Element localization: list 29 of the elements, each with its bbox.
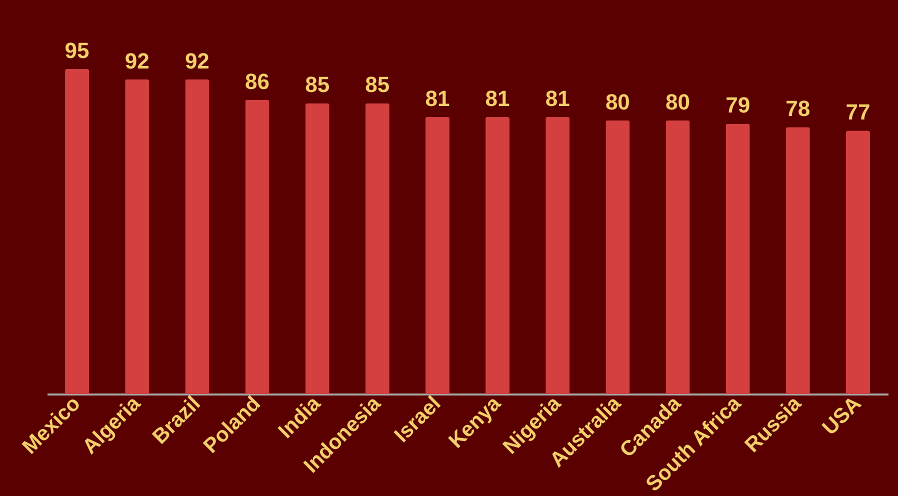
data-label: 78: [786, 96, 810, 122]
data-label: 77: [846, 100, 870, 125]
data-label: 86: [245, 68, 270, 94]
data-label: 81: [545, 86, 570, 111]
data-label: 81: [485, 86, 510, 111]
bar: [305, 103, 330, 394]
data-label: 79: [726, 92, 750, 118]
bar: [365, 103, 390, 394]
data-label: 85: [305, 72, 330, 98]
bar: [125, 79, 150, 394]
data-label: 81: [425, 86, 450, 111]
data-label: 95: [64, 38, 90, 63]
bar: [486, 116, 510, 394]
bar: [846, 130, 870, 394]
data-label: 92: [184, 48, 210, 74]
bar: [666, 120, 690, 394]
bar: [245, 100, 270, 394]
bar: [425, 116, 450, 394]
bar: [546, 116, 570, 394]
data-label: 92: [124, 48, 150, 74]
bar: [726, 124, 750, 394]
data-label: 85: [365, 72, 390, 98]
bar: [185, 79, 210, 394]
data-label: 80: [666, 89, 690, 114]
x-tick-label: USA: [818, 392, 866, 440]
bar: [786, 127, 810, 394]
bar: [65, 69, 90, 394]
data-label: 80: [605, 89, 630, 114]
bar: [606, 120, 630, 394]
